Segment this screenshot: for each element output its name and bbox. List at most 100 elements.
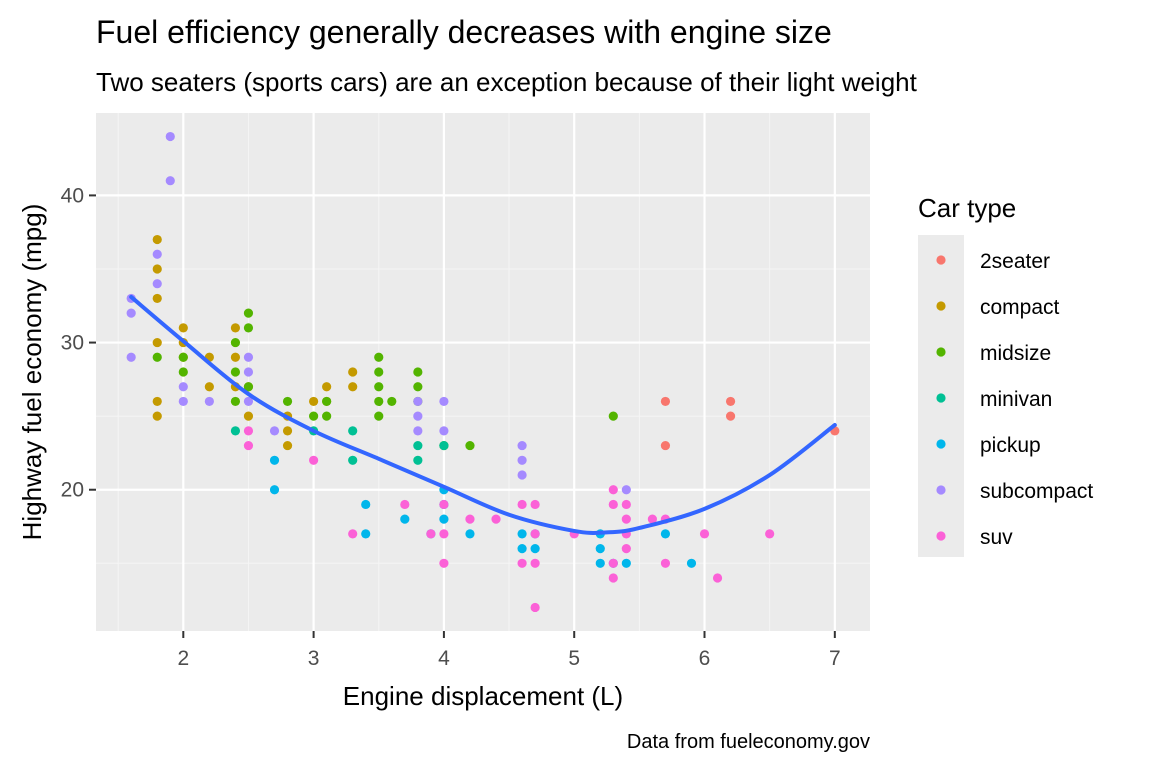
x-tick-label: 4 [438,647,450,670]
data-point-compact [178,323,188,333]
data-point-compact [152,411,162,421]
data-point-midsize [309,411,319,421]
legend-label: suv [980,526,1013,549]
data-point-pickup [595,558,605,568]
data-point-suv [699,529,710,539]
y-axis-title: Highway fuel economy (mpg) [17,204,47,541]
data-point-midsize [230,367,241,377]
y-tick-label: 20 [61,479,84,502]
data-point-midsize [387,396,397,407]
data-point-pickup [517,529,527,539]
legend-title: Car type [918,193,1016,223]
legend-key-compact [936,301,946,311]
x-tick-label: 7 [829,647,841,670]
x-tick-label: 6 [699,647,711,670]
data-point-compact [282,440,293,451]
data-point-pickup [361,499,371,510]
data-point-suv [243,440,254,451]
chart-title: Fuel efficiency generally decreases with… [96,14,832,50]
legend-key-midsize [936,347,946,357]
data-point-midsize [374,352,384,362]
data-point-midsize [243,382,254,392]
legend-label: midsize [980,342,1051,365]
data-point-suv [439,558,449,568]
data-point-suv [608,485,618,495]
data-point-subcompact [439,396,449,407]
x-axis-ticks: 2 3 4 5 6 7 [177,631,841,670]
data-point-suv [608,499,618,510]
data-point-suv [660,558,671,568]
data-point-suv [530,558,540,568]
smooth-trend-line [129,294,837,535]
legend: Car type 2seater compact midsize minivan pic… [918,193,1093,557]
data-point-suv [491,514,501,524]
data-point-midsize [374,382,384,392]
data-point-pickup [595,543,605,554]
data-point-suv [348,529,358,539]
legend-item-suv: suv [936,526,1013,549]
data-point-compact [152,264,162,274]
data-point-2seater [660,440,671,451]
data-point-suv [426,529,436,539]
legend-key-suv [936,531,946,541]
data-point-subcompact [126,352,136,362]
data-point-compact [230,323,241,333]
data-point-minivan [439,440,449,451]
data-point-compact [230,352,241,362]
data-point-subcompact [413,396,423,407]
data-point-subcompact [243,352,254,362]
data-point-midsize [152,352,162,362]
plot-panel [96,113,870,631]
data-point-pickup [621,558,631,568]
data-point-suv [439,499,449,510]
data-point-suv [647,514,657,524]
data-point-subcompact [621,485,631,495]
legend-label: 2seater [980,250,1050,273]
data-point-midsize [178,367,188,377]
data-point-midsize [413,367,423,377]
legend-key-subcompact [936,485,946,495]
y-tick-label: 30 [61,332,84,355]
data-point-compact [152,293,162,304]
data-point-minivan [413,440,423,451]
data-point-suv [530,602,540,613]
data-point-compact [152,396,162,407]
legend-item-subcompact: subcompact [936,480,1093,503]
data-point-compact [204,382,214,392]
data-point-compact [348,382,358,392]
legend-item-midsize: midsize [936,342,1051,365]
data-point-midsize [243,323,254,333]
data-point-subcompact [243,367,254,377]
data-point-subcompact [178,382,188,392]
legend-item-compact: compact [936,296,1060,319]
data-point-subcompact [517,470,527,480]
data-point-compact [152,337,162,348]
data-point-suv [608,573,618,583]
data-point-minivan [413,455,423,465]
grid-minor [96,113,870,631]
data-point-subcompact [413,426,423,436]
x-tick-label: 3 [308,647,320,670]
data-point-pickup [269,455,280,465]
y-tick-label: 40 [61,184,84,207]
data-point-subcompact [243,396,254,407]
data-point-pickup [517,543,527,554]
data-point-subcompact [517,440,527,451]
legend-item-2seater: 2seater [936,250,1050,273]
data-point-subcompact [152,279,162,289]
data-point-compact [322,382,332,392]
legend-item-minivan: minivan [936,388,1052,411]
data-point-compact [282,426,293,436]
data-point-subcompact [178,396,188,407]
legend-label: minivan [980,388,1052,411]
data-point-suv [621,543,631,554]
data-point-2seater [725,396,736,407]
data-point-subcompact [413,411,423,421]
data-point-suv [400,499,410,510]
data-point-pickup [439,514,449,524]
chart-caption: Data from fueleconomy.gov [627,731,870,753]
data-point-suv [465,514,475,524]
data-point-pickup [269,485,280,495]
data-point-suv [621,514,631,524]
